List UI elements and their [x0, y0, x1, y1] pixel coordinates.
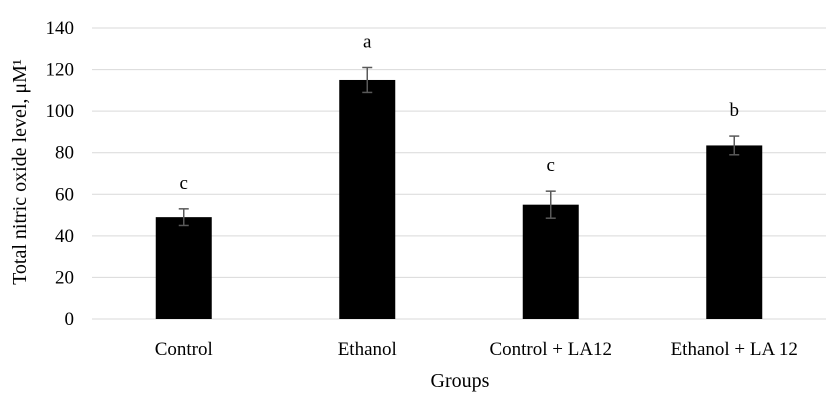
- gridlines: [92, 27, 826, 320]
- category-label: Control: [155, 339, 213, 360]
- significance-label: c: [547, 155, 555, 176]
- y-tick-label: 140: [46, 18, 75, 39]
- significance-label: a: [363, 31, 372, 52]
- bar: [522, 204, 579, 319]
- category-label: Ethanol + LA 12: [671, 339, 798, 360]
- bar: [339, 79, 396, 319]
- bar: [706, 145, 763, 319]
- significance-label: c: [180, 173, 188, 194]
- y-tick-label: 40: [55, 226, 74, 247]
- y-tick-label: 80: [55, 143, 74, 164]
- category-labels: Control Ethanol Control + LA12 Ethanol + LA…: [155, 339, 798, 360]
- error-bar: [362, 66, 373, 94]
- error-bar: [729, 135, 740, 156]
- error-bars: [178, 66, 740, 227]
- y-tick-label: 0: [65, 309, 75, 330]
- y-tick-label: 20: [55, 267, 74, 288]
- significance-label: b: [730, 100, 740, 121]
- bar: [155, 217, 212, 319]
- category-label: Control + LA12: [489, 339, 612, 360]
- significance-labels: c a c b: [180, 31, 739, 193]
- x-axis-title: Groups: [431, 370, 490, 392]
- category-label: Ethanol: [338, 339, 397, 360]
- y-tick-label: 100: [46, 101, 75, 122]
- y-tick-label: 60: [55, 184, 74, 205]
- error-bar: [178, 208, 189, 227]
- bars: [155, 79, 763, 319]
- y-tick-label: 120: [46, 60, 75, 81]
- error-bar: [545, 190, 556, 219]
- y-axis-title: Total nitric oxide level, μM¹: [9, 59, 31, 285]
- y-tick-labels: 0 20 40 60 80 100 120 140: [46, 18, 75, 330]
